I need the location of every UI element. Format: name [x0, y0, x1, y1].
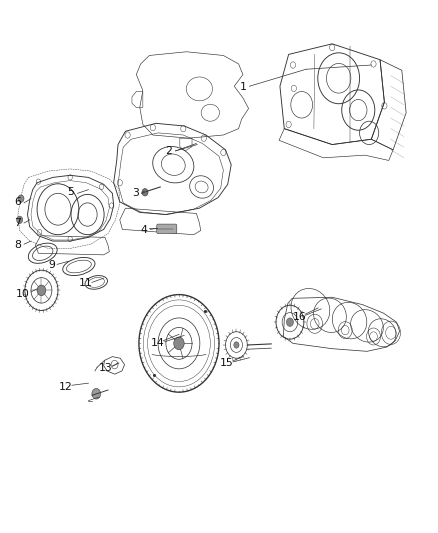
Text: 6: 6 [14, 197, 21, 207]
Text: 1: 1 [240, 82, 246, 92]
Text: 5: 5 [67, 187, 74, 197]
FancyBboxPatch shape [157, 224, 177, 233]
Text: 3: 3 [132, 188, 139, 198]
Circle shape [142, 189, 148, 196]
Text: 10: 10 [16, 289, 30, 299]
Circle shape [174, 337, 184, 350]
Text: 7: 7 [14, 218, 21, 228]
Text: 9: 9 [48, 261, 55, 270]
Circle shape [92, 389, 101, 399]
Circle shape [37, 285, 46, 296]
Circle shape [17, 216, 23, 223]
Text: 2: 2 [166, 146, 173, 156]
Text: 4: 4 [141, 225, 148, 236]
Circle shape [18, 195, 24, 203]
Text: 11: 11 [78, 278, 92, 288]
Text: 16: 16 [293, 312, 307, 322]
Circle shape [234, 342, 239, 348]
Text: 12: 12 [59, 382, 73, 392]
Text: 14: 14 [150, 338, 164, 348]
Text: 15: 15 [220, 358, 234, 368]
Text: 8: 8 [14, 240, 21, 251]
Text: 13: 13 [99, 364, 113, 373]
Circle shape [286, 318, 293, 326]
